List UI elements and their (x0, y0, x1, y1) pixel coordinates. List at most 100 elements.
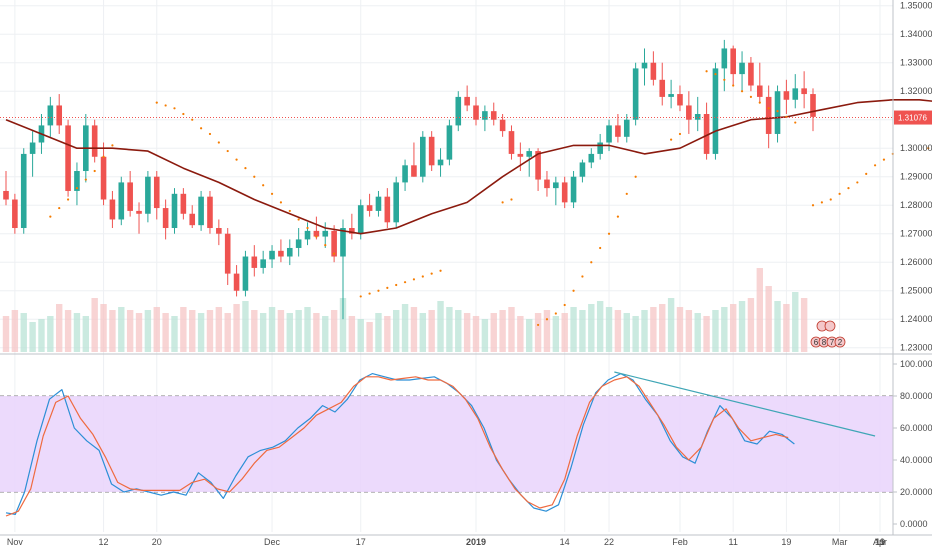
candle-body (29, 142, 36, 154)
sar-dot (173, 107, 176, 110)
date-tick-label: Nov (7, 537, 24, 547)
candle-body (153, 176, 160, 209)
candle-body (420, 136, 426, 177)
candle-body (357, 205, 364, 234)
oscillator-tick-label: 40.0000 (900, 455, 932, 465)
sar-dot (678, 132, 682, 136)
volume-bar (410, 307, 418, 352)
candle-body (242, 256, 249, 291)
sar-dot (607, 232, 611, 235)
volume-bar (694, 313, 701, 352)
sar-dot (84, 178, 87, 181)
candle-body (588, 153, 595, 163)
volume-bar (73, 313, 81, 352)
volume-bar (517, 316, 524, 352)
candle-body (331, 230, 337, 257)
volume-bar (64, 310, 72, 352)
candle-body (739, 62, 745, 75)
volume-bar (650, 307, 657, 352)
sar-dot (776, 110, 779, 113)
candle-body (490, 111, 497, 120)
candle-body (278, 250, 284, 257)
candle-body (526, 151, 533, 157)
sar-dot (856, 181, 859, 184)
sar-dot (882, 158, 886, 161)
sar-dot (217, 141, 220, 144)
volume-bar (189, 310, 196, 352)
sar-dot (829, 198, 832, 201)
candle-body (677, 94, 683, 106)
date-tick-label: Mar (832, 537, 848, 547)
volume-bar (251, 310, 258, 352)
sar-dot (279, 201, 283, 204)
candle-body (437, 159, 444, 166)
candle-body (224, 233, 231, 274)
volume-bar (588, 304, 595, 352)
sar-dot (865, 172, 868, 175)
volume-bar (543, 310, 551, 352)
volume-bar (180, 307, 187, 352)
volume-bar (774, 301, 781, 352)
date-tick-label: Dec (264, 537, 281, 547)
candle-body (269, 250, 275, 260)
volume-bar (197, 313, 205, 352)
volume-bar (91, 298, 98, 352)
price-tick-label: 1.33000 (900, 58, 932, 68)
volume-bar (38, 319, 45, 352)
oscillator-tick-label: 0.0000 (900, 519, 928, 529)
volume-bar (224, 313, 231, 352)
volume-bar (82, 316, 90, 352)
volume-bar (446, 307, 453, 352)
date-tick-label: 2019 (466, 537, 486, 547)
price-tick-label: 1.26000 (900, 257, 932, 267)
date-tick-label: 20 (152, 537, 162, 547)
volume-bar (268, 307, 276, 352)
candle-body (393, 182, 399, 223)
volume-bar (286, 313, 293, 352)
date-tick-label: 12 (99, 537, 109, 547)
date-tick-label: 11 (729, 537, 738, 547)
moving-average-line (5, 99, 932, 235)
volume-bar (605, 307, 613, 352)
candle-body (668, 94, 674, 97)
candle-body (686, 105, 692, 120)
oscillator-tick-label: 20.0000 (900, 487, 932, 497)
candle-body (340, 228, 346, 257)
price-tick-label: 1.23000 (900, 343, 932, 353)
candle-body (189, 213, 196, 226)
volume-bar (570, 307, 577, 352)
sar-dot (288, 209, 291, 213)
candle-body (535, 151, 541, 180)
candle-body (473, 105, 479, 120)
candle-body (712, 68, 719, 154)
volume-bar (277, 310, 285, 352)
oscillator-trendline (614, 371, 876, 437)
candle-body (801, 88, 807, 95)
volume-bar (712, 310, 719, 352)
sar-dot (306, 226, 309, 230)
candle-body (703, 114, 710, 154)
candle-body (384, 196, 391, 223)
price-tick-label: 1.28000 (900, 200, 932, 210)
candle-body (313, 230, 320, 237)
candle-body (783, 91, 790, 100)
candle-body (774, 91, 781, 134)
sar-dot (102, 155, 105, 158)
volume-bar (428, 310, 435, 352)
price-tick-label: 1.32000 (900, 86, 932, 96)
candle-body (615, 125, 621, 137)
candle-body (74, 171, 80, 191)
sar-dot (155, 101, 158, 104)
volume-bar (366, 322, 373, 352)
volume-bar (472, 316, 480, 352)
candle-body (100, 156, 107, 200)
volume-bar (47, 316, 54, 352)
candle-body (304, 230, 311, 240)
date-tick-label: 11 (875, 537, 884, 547)
sar-dot (554, 312, 557, 315)
sar-dot (93, 169, 96, 173)
candle-body (366, 205, 373, 211)
volume-bar (153, 307, 160, 352)
